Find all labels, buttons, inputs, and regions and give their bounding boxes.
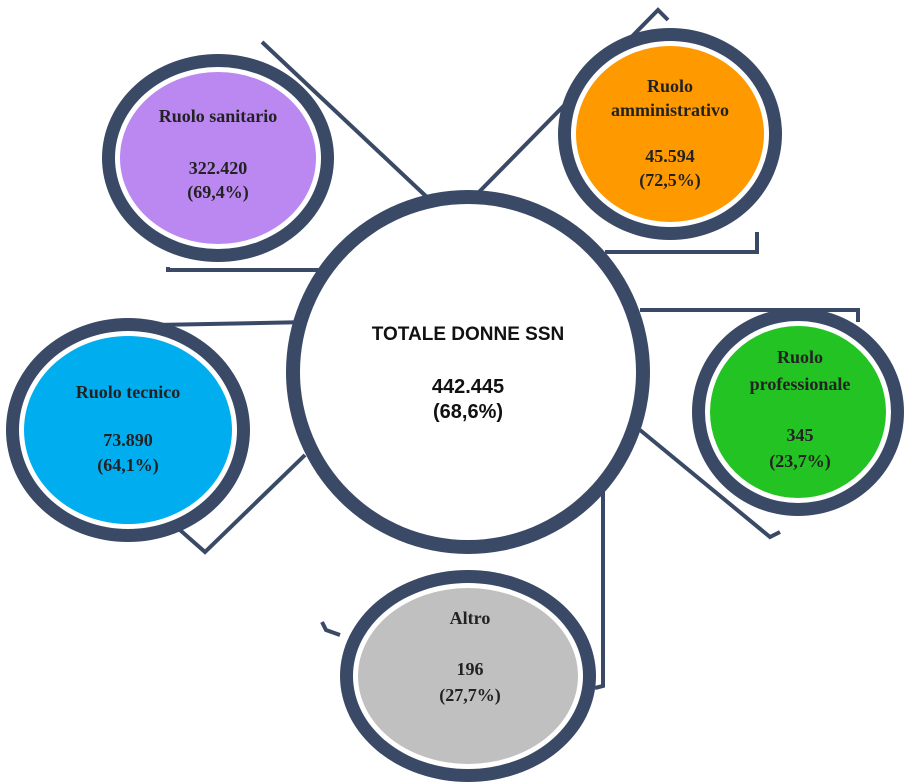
connector-lines	[154, 7, 860, 690]
connector-altro-left	[320, 621, 341, 637]
node-sanitario-fill	[120, 72, 316, 244]
center-title: TOTALE DONNE SSN	[372, 324, 564, 345]
node-sanitario-value: 322.420	[189, 158, 248, 178]
node-tecnico-value: 73.890	[103, 430, 153, 450]
node-amministrativo: Ruolo amministrativo 45.594 (72,5%)	[558, 28, 782, 240]
connector-amministrativo-bottom	[605, 232, 759, 254]
connector-amministrativo	[476, 7, 670, 195]
node-tecnico-label: Ruolo tecnico	[76, 382, 180, 402]
center-value: 442.445	[432, 376, 504, 398]
connector-tecnico-top	[154, 320, 311, 327]
node-altro-label: Altro	[450, 608, 491, 628]
connector-professionale-bottom	[638, 428, 781, 540]
node-tecnico: Ruolo tecnico 73.890 (64,1%)	[6, 318, 250, 542]
connector-sanitario	[166, 267, 320, 272]
node-altro-value: 196	[457, 659, 484, 679]
node-tecnico-fill	[24, 336, 232, 524]
center-percent: (68,6%)	[433, 401, 503, 423]
connector-professionale-top	[640, 308, 860, 322]
node-professionale: Ruolo professionale 345 (23,7%)	[692, 308, 904, 516]
node-amministrativo-fill	[576, 46, 764, 222]
node-altro-percent: (27,7%)	[439, 685, 501, 706]
node-tecnico-percent: (64,1%)	[97, 455, 159, 476]
node-altro: Altro 196 (27,7%)	[340, 570, 596, 782]
center-node: TOTALE DONNE SSN 442.445 (68,6%)	[286, 190, 650, 554]
node-professionale-label-1: Ruolo	[777, 347, 823, 367]
node-professionale-value: 345	[787, 425, 814, 445]
connector-altro-right	[594, 488, 605, 690]
node-amministrativo-value: 45.594	[645, 146, 695, 166]
connector-sanitario-top	[260, 40, 432, 202]
node-sanitario: Ruolo sanitario 322.420 (69,4%)	[102, 54, 334, 262]
center-disc	[304, 208, 632, 536]
node-professionale-label-2: professionale	[750, 374, 851, 394]
node-professionale-fill	[710, 326, 886, 498]
connector-tecnico-bottom	[178, 453, 307, 555]
node-altro-fill	[358, 588, 578, 764]
node-sanitario-percent: (69,4%)	[187, 182, 249, 203]
node-amministrativo-percent: (72,5%)	[639, 170, 701, 191]
node-sanitario-label: Ruolo sanitario	[159, 106, 278, 126]
node-amministrativo-label-2: amministrativo	[611, 100, 729, 120]
node-amministrativo-label-1: Ruolo	[647, 76, 693, 96]
node-professionale-percent: (23,7%)	[769, 451, 831, 472]
